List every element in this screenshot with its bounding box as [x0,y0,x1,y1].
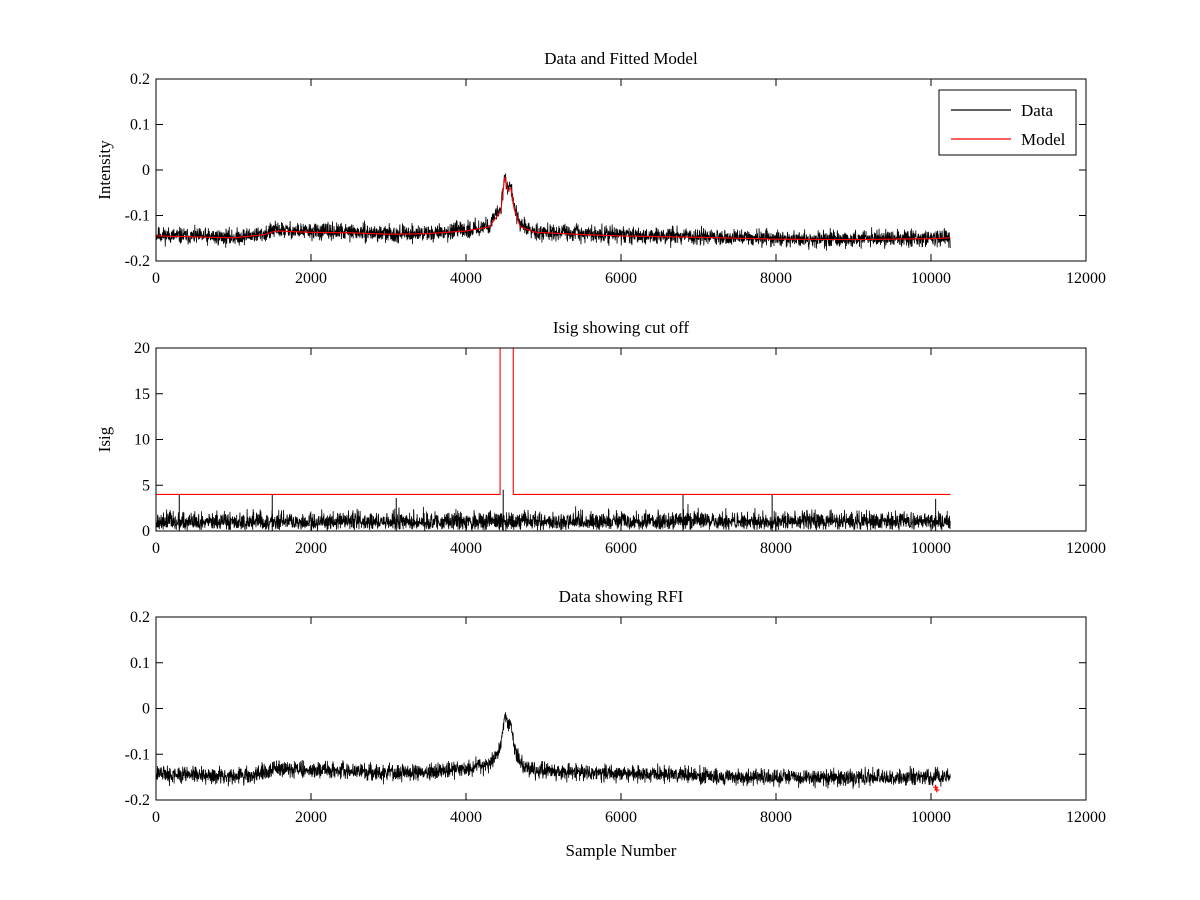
series-isig [156,503,951,531]
legend-box [938,89,1077,156]
y-tick-label: -0.1 [125,208,150,225]
y-axis-label: Intensity [95,140,114,200]
y-tick-label: -0.2 [125,253,150,270]
x-tick-label: 4000 [450,540,482,557]
x-tick-label: 10000 [911,540,951,557]
series-data [156,173,951,251]
x-tick-label: 12000 [1066,270,1106,287]
y-tick-label: -0.2 [125,792,150,809]
y-tick-label: 0.2 [130,609,150,626]
x-tick-label: 8000 [760,270,792,287]
x-tick-label: 2000 [295,270,327,287]
x-tick-label: 6000 [605,270,637,287]
x-axis-label: Sample Number [566,841,677,860]
x-tick-label: 6000 [605,809,637,826]
x-tick-label: 6000 [605,540,637,557]
x-tick-label: 10000 [911,809,951,826]
y-tick-label: 5 [142,477,150,494]
y-tick-label: 0.2 [130,71,150,88]
rfi-marker-1 [933,784,939,790]
subplot-title: Isig showing cut off [553,318,689,337]
subplot-title: Data and Fitted Model [544,49,698,68]
x-tick-label: 4000 [450,809,482,826]
x-tick-label: 12000 [1066,809,1106,826]
series-cut-off [156,348,951,495]
x-tick-label: 0 [152,540,160,557]
y-axis-label: Isig [95,426,114,452]
plot-area [156,173,951,251]
x-tick-label: 2000 [295,809,327,826]
series-model [156,176,951,241]
rfi-marker-2 [934,787,940,793]
y-tick-label: 10 [134,432,150,449]
y-tick-label: 0 [142,162,150,179]
y-tick-label: 0 [142,523,150,540]
x-tick-label: 12000 [1066,540,1106,557]
x-tick-label: 0 [152,809,160,826]
y-tick-label: 15 [134,386,150,403]
plot-area [156,712,951,793]
x-tick-label: 8000 [760,809,792,826]
legend: Data Model [938,89,1077,156]
y-tick-label: 20 [134,340,150,357]
subplot-title: Data showing RFI [559,587,684,606]
y-tick-label: 0 [142,701,150,718]
legend-label-data: Data [1021,101,1054,120]
series-data [156,712,951,789]
subplot-3: 0 2000 4000 6000 8000 10000 12000 -0.2 -0.1 0 0.1 0… [125,587,1106,860]
y-tick-label: 0.1 [130,117,150,134]
x-tick-label: 0 [152,270,160,287]
plot-area [156,348,951,531]
y-tick-label: -0.1 [125,746,150,763]
x-tick-label: 8000 [760,540,792,557]
subplots: 0 2000 4000 6000 8000 10000 12000-0.2-0.100.10… [95,49,1106,860]
x-tick-label: 10000 [911,270,951,287]
x-tick-label: 2000 [295,540,327,557]
subplot-2: 0 2000 4000 6000 8000 10000 12000 0 5 10 15 20 Isig … [95,318,1106,557]
x-tick-label: 4000 [450,270,482,287]
legend-label-model: Model [1021,130,1066,149]
y-tick-label: 0.1 [130,655,150,672]
subplot-1: 0 2000 4000 6000 8000 10000 12000 -0.2 -0.1 0 0.1 0… [95,49,1106,287]
